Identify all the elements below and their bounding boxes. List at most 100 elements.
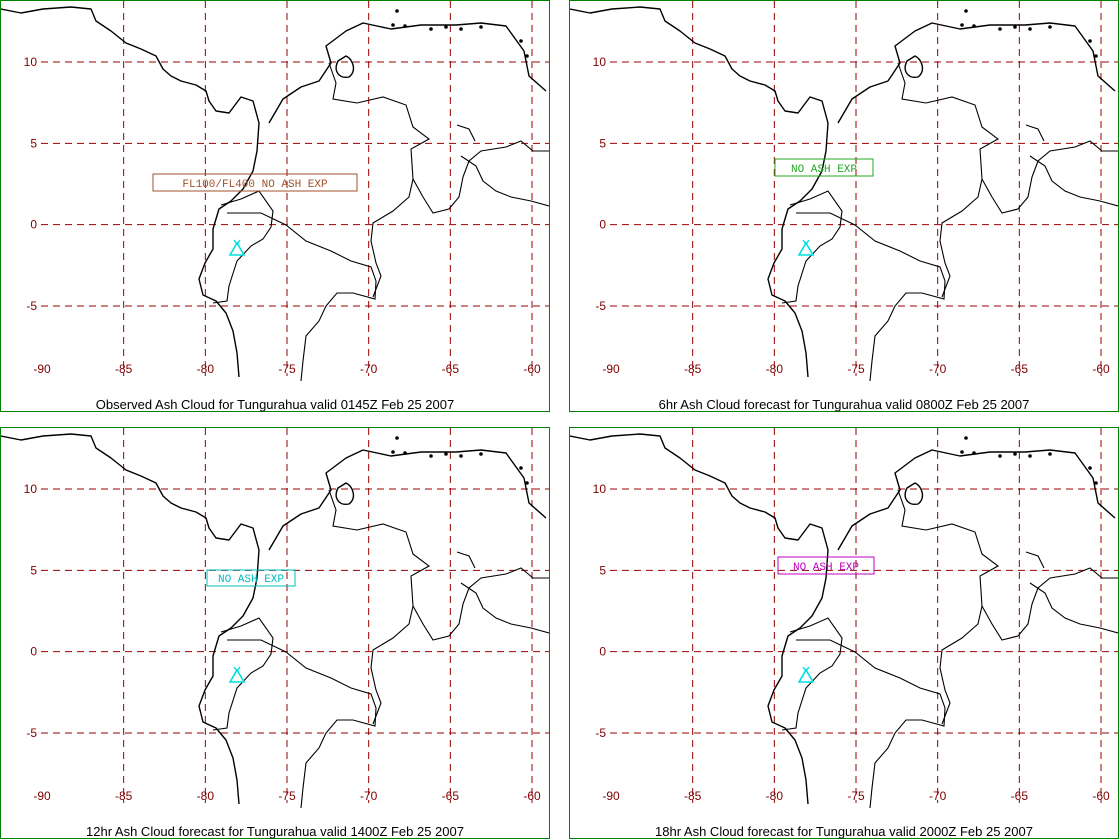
- lon-tick-label: -60: [523, 362, 541, 376]
- lake-outline: [904, 55, 924, 78]
- lon-tick-label: -70: [360, 362, 378, 376]
- country-border: [212, 190, 274, 304]
- lake-outline: [335, 55, 355, 78]
- map-canvas: -90 -85 -80 -75 -70 -65 -60 10 5 0 -5 NO ASH EXP: [570, 428, 1118, 809]
- lon-tick-label: -70: [929, 789, 947, 803]
- island: [1094, 481, 1098, 485]
- lon-tick-label: -80: [766, 789, 784, 803]
- island: [479, 25, 483, 29]
- coastline-layer: [1, 6, 549, 382]
- map-panel-18hr: -90 -85 -80 -75 -70 -65 -60 10 5 0 -5 NO ASH EXP 18…: [569, 427, 1119, 839]
- island: [960, 23, 964, 27]
- island: [1048, 452, 1052, 456]
- lat-tick-label: -5: [595, 299, 606, 313]
- lake-outline: [904, 482, 924, 505]
- island: [429, 454, 433, 458]
- lon-tick-label: -70: [360, 789, 378, 803]
- lat-tick-label: 5: [30, 563, 37, 577]
- lon-tick-label: -65: [1011, 789, 1029, 803]
- map-panel-observed: -90 -85 -80 -75 -70 -65 -60 10 5 0 -5 FL100/FL400 N…: [0, 0, 550, 412]
- island: [960, 450, 964, 454]
- panel-caption: Observed Ash Cloud for Tungurahua valid …: [95, 397, 455, 412]
- island: [479, 452, 483, 456]
- ash-label-box: NO ASH EXP: [774, 158, 874, 177]
- island: [972, 451, 976, 455]
- country-border: [939, 178, 983, 298]
- lon-tick-label: -75: [847, 789, 865, 803]
- country-border: [456, 551, 476, 569]
- pacific-coastline: [570, 433, 829, 805]
- caribbean-coastline: [268, 449, 547, 551]
- lon-tick-label: -90: [33, 362, 51, 376]
- country-border: [456, 124, 476, 142]
- country-border: [897, 489, 1118, 641]
- lat-tick-label: 5: [599, 563, 606, 577]
- island: [525, 54, 529, 58]
- pacific-coastline: [1, 433, 260, 805]
- island: [525, 481, 529, 485]
- lon-tick-label: -85: [684, 362, 702, 376]
- panel-caption: 12hr Ash Cloud forecast for Tungurahua v…: [86, 824, 464, 839]
- island: [519, 466, 523, 470]
- island: [1013, 452, 1017, 456]
- ash-label-text: NO ASH EXP: [218, 574, 284, 586]
- country-border: [796, 212, 946, 382]
- lon-tick-label: -70: [929, 362, 947, 376]
- map-canvas: -90 -85 -80 -75 -70 -65 -60 10 5 0 -5 NO ASH EXP: [570, 1, 1118, 382]
- island: [459, 454, 463, 458]
- island: [403, 451, 407, 455]
- map-canvas: -90 -85 -80 -75 -70 -65 -60 10 5 0 -5 NO ASH EXP: [1, 428, 549, 809]
- ash-label-text: NO ASH EXP: [793, 562, 859, 574]
- lat-tick-label: 5: [30, 136, 37, 150]
- map-panel-12hr: -90 -85 -80 -75 -70 -65 -60 10 5 0 -5 NO ASH EXP 12…: [0, 427, 550, 839]
- lon-tick-label: -60: [523, 789, 541, 803]
- lon-tick-label: -60: [1092, 789, 1110, 803]
- country-border: [1025, 551, 1045, 569]
- graticule: [41, 1, 549, 376]
- lat-tick-label: 10: [593, 482, 607, 496]
- caribbean-coastline: [268, 22, 547, 124]
- map-frame: [2, 429, 549, 804]
- coastline-layer: [570, 433, 1118, 809]
- map-frame: [571, 429, 1118, 804]
- caribbean-coastline: [837, 449, 1116, 551]
- island: [1094, 54, 1098, 58]
- lon-tick-label: -75: [278, 789, 296, 803]
- ash-label-text: NO ASH EXP: [791, 164, 857, 176]
- lat-tick-label: 0: [30, 218, 37, 232]
- lat-tick-label: -5: [595, 726, 606, 740]
- panel-caption: 6hr Ash Cloud forecast for Tungurahua va…: [658, 397, 1030, 412]
- lon-tick-label: -85: [684, 789, 702, 803]
- lon-tick-label: -60: [1092, 362, 1110, 376]
- country-border: [897, 62, 1118, 214]
- lake-outline: [335, 482, 355, 505]
- pacific-coastline: [1, 6, 260, 378]
- map-canvas: -90 -85 -80 -75 -70 -65 -60 10 5 0 -5 FL100/FL400 N…: [1, 1, 549, 382]
- pacific-coastline: [570, 6, 829, 378]
- lon-tick-label: -90: [33, 789, 51, 803]
- island: [459, 27, 463, 31]
- lon-tick-label: -80: [197, 789, 215, 803]
- caribbean-coastline: [837, 22, 1116, 124]
- island: [998, 27, 1002, 31]
- lat-tick-label: 0: [599, 218, 606, 232]
- ash-label-text: FL100/FL400 NO ASH EXP: [182, 179, 328, 191]
- island: [395, 436, 399, 440]
- lat-tick-label: 5: [599, 136, 606, 150]
- map-frame: [571, 2, 1118, 377]
- country-border: [1025, 124, 1045, 142]
- coastline-layer: [570, 6, 1118, 382]
- graticule: [41, 428, 549, 803]
- island: [391, 450, 395, 454]
- country-border: [227, 639, 377, 809]
- ash-label-box: NO ASH EXP: [206, 569, 296, 587]
- island: [395, 9, 399, 13]
- lon-tick-label: -75: [278, 362, 296, 376]
- lat-tick-label: 10: [24, 482, 38, 496]
- lat-tick-label: -5: [26, 299, 37, 313]
- island: [519, 39, 523, 43]
- island: [391, 23, 395, 27]
- panel-caption: 18hr Ash Cloud forecast for Tungurahua v…: [655, 824, 1033, 839]
- lon-tick-label: -85: [115, 789, 133, 803]
- island: [964, 9, 968, 13]
